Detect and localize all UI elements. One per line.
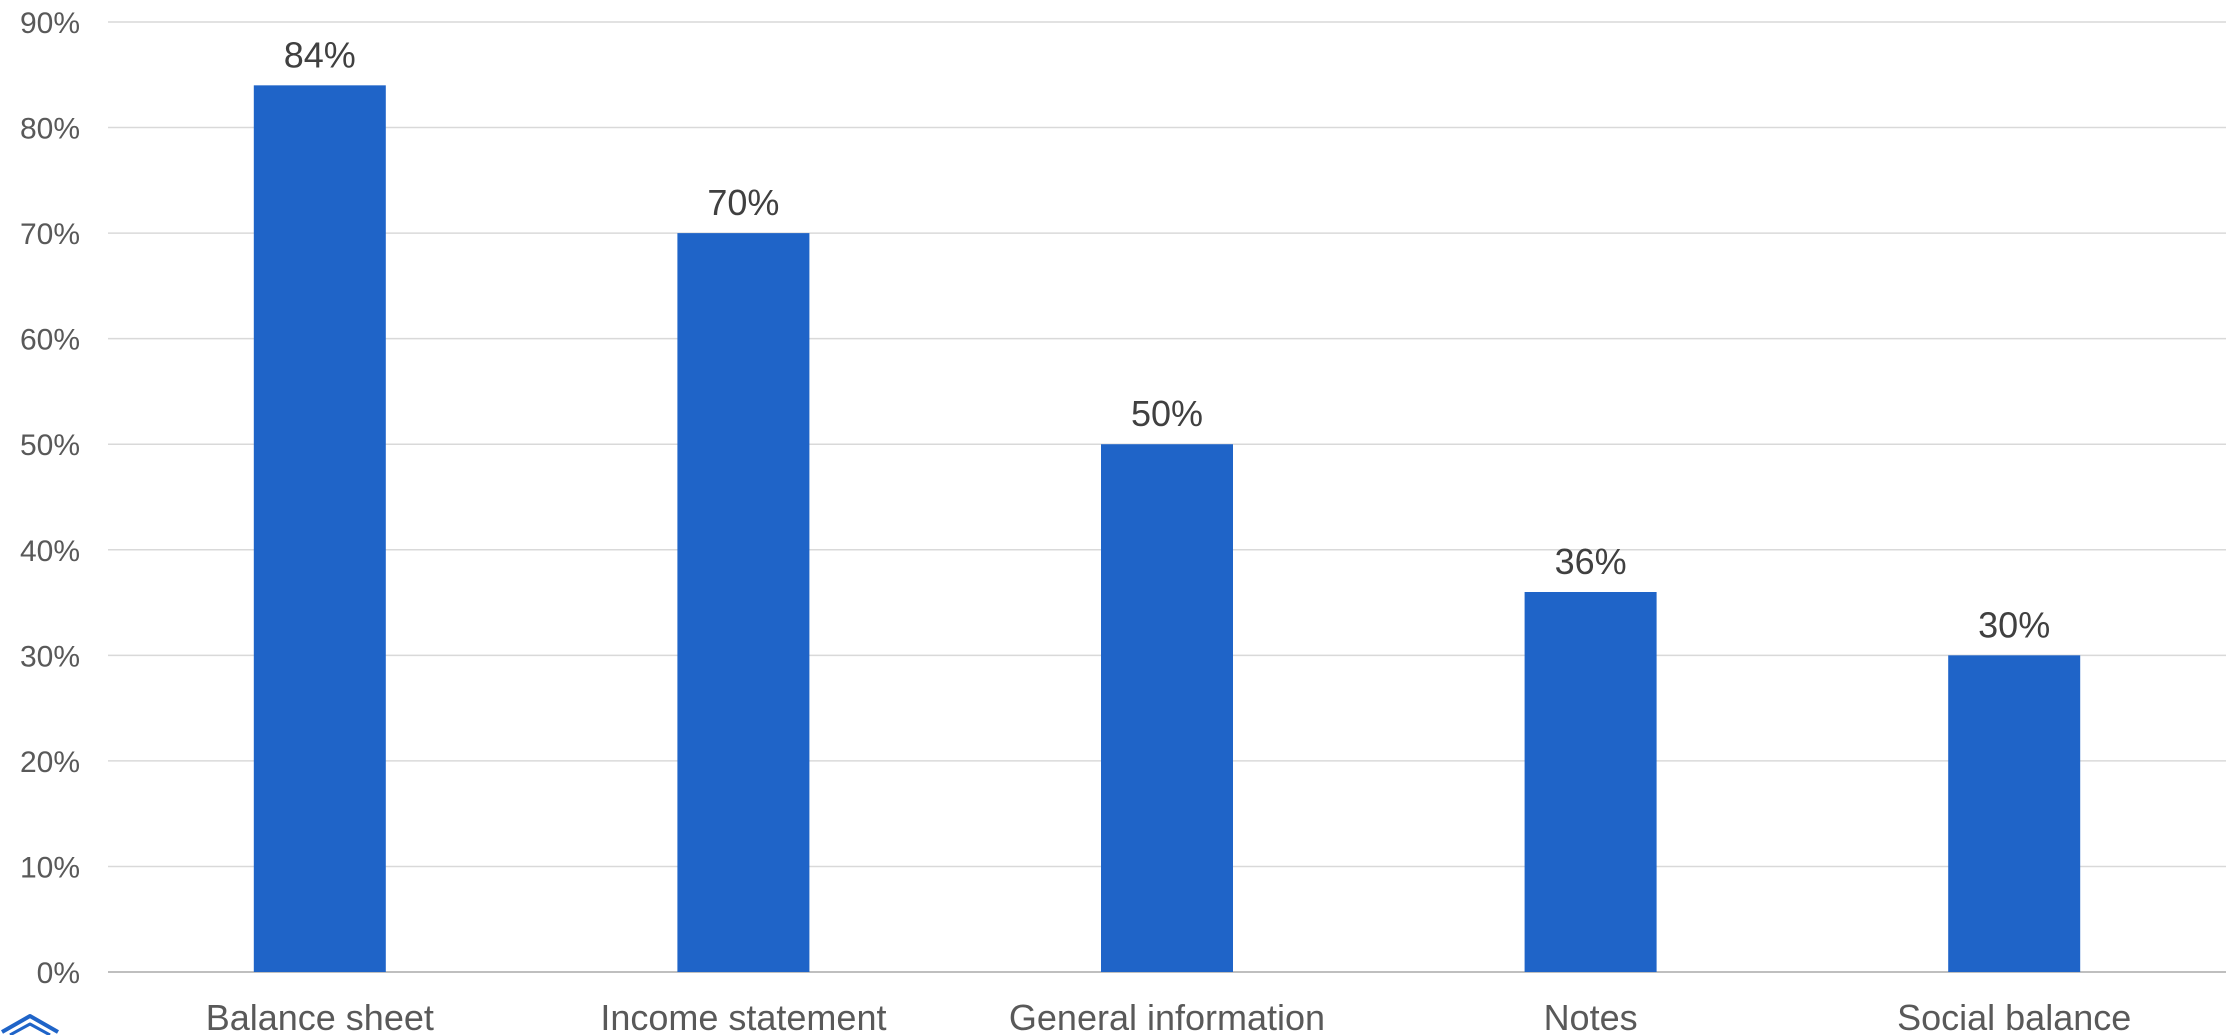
corner-logo <box>1 1014 59 1035</box>
data-labels: 84% 70% 50% 36% 30% <box>284 34 2050 645</box>
x-category-label: Social balance <box>1897 997 2131 1035</box>
data-label: 30% <box>1978 604 2050 645</box>
data-label: 70% <box>707 182 779 223</box>
bars <box>253 85 2081 973</box>
y-tick-label: 80% <box>20 113 80 146</box>
bar <box>1524 592 1657 972</box>
bar <box>253 85 386 973</box>
y-tick-label: 10% <box>20 851 80 884</box>
logo-chevron-outer <box>1 1014 59 1034</box>
logo-chevron-icon <box>1 1014 59 1035</box>
y-tick-label: 90% <box>20 7 80 40</box>
y-tick-label: 50% <box>20 429 80 462</box>
data-label: 84% <box>284 34 356 75</box>
bar <box>677 233 810 973</box>
y-tick-label: 40% <box>20 535 80 568</box>
y-tick-label: 70% <box>20 218 80 251</box>
x-category-label: Income statement <box>600 997 886 1035</box>
bar <box>1948 655 2081 972</box>
y-tick-label: 30% <box>20 640 80 673</box>
bar <box>1101 444 1233 972</box>
y-axis-tick-labels: 0% 10% 20% 30% 40% 50% 60% 70% 80% 90% <box>20 7 80 990</box>
logo-chevron-inner <box>9 1022 51 1035</box>
data-label: 36% <box>1555 541 1627 582</box>
x-category-label: Notes <box>1544 997 1638 1035</box>
y-tick-label: 0% <box>37 957 80 990</box>
x-category-label: General information <box>1009 997 1325 1035</box>
y-tick-label: 20% <box>20 746 80 779</box>
y-tick-label: 60% <box>20 324 80 357</box>
x-category-label: Balance sheet <box>206 997 434 1035</box>
data-label: 50% <box>1131 393 1203 434</box>
x-axis-category-labels: Balance sheet Income statement General inf… <box>206 997 2132 1035</box>
